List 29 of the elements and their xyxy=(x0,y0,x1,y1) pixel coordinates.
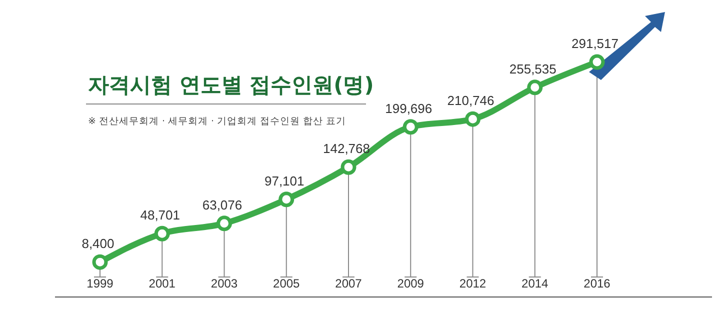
point xyxy=(216,216,232,232)
point xyxy=(340,159,356,175)
point xyxy=(92,254,108,270)
data-label: 48,701 xyxy=(140,208,180,223)
x-tick-label: 1999 xyxy=(86,276,114,291)
x-tick-label: 2016 xyxy=(584,276,611,291)
x-tick-label: 2003 xyxy=(210,276,238,291)
x-tick-label: 2005 xyxy=(273,276,300,291)
x-tick-label: 2009 xyxy=(397,276,424,291)
point xyxy=(465,111,480,127)
point xyxy=(154,226,170,242)
data-label: 255,535 xyxy=(509,61,556,76)
data-label: 210,746 xyxy=(447,93,494,108)
data-label: 97,101 xyxy=(264,173,304,188)
x-tick-label: 2014 xyxy=(522,276,549,291)
x-tick-label: 2001 xyxy=(148,276,176,291)
text: ※ 전산세무회계 · 세무회계 · 기업회계 접수인원 합산 표기 xyxy=(88,116,346,127)
point xyxy=(527,80,543,96)
data-label: 142,768 xyxy=(323,141,370,156)
point xyxy=(589,54,605,70)
point xyxy=(402,119,418,135)
x-tick-label: 2007 xyxy=(335,276,362,291)
data-label: 63,076 xyxy=(202,197,242,212)
x-tick-label: 2012 xyxy=(459,276,486,291)
data-label: 291,517 xyxy=(572,36,618,51)
point xyxy=(278,192,294,208)
text: 자격시험 연도별 접수인원(명) xyxy=(88,73,374,97)
data-label: 8,400 xyxy=(82,236,114,252)
data-label: 199,696 xyxy=(385,100,432,116)
